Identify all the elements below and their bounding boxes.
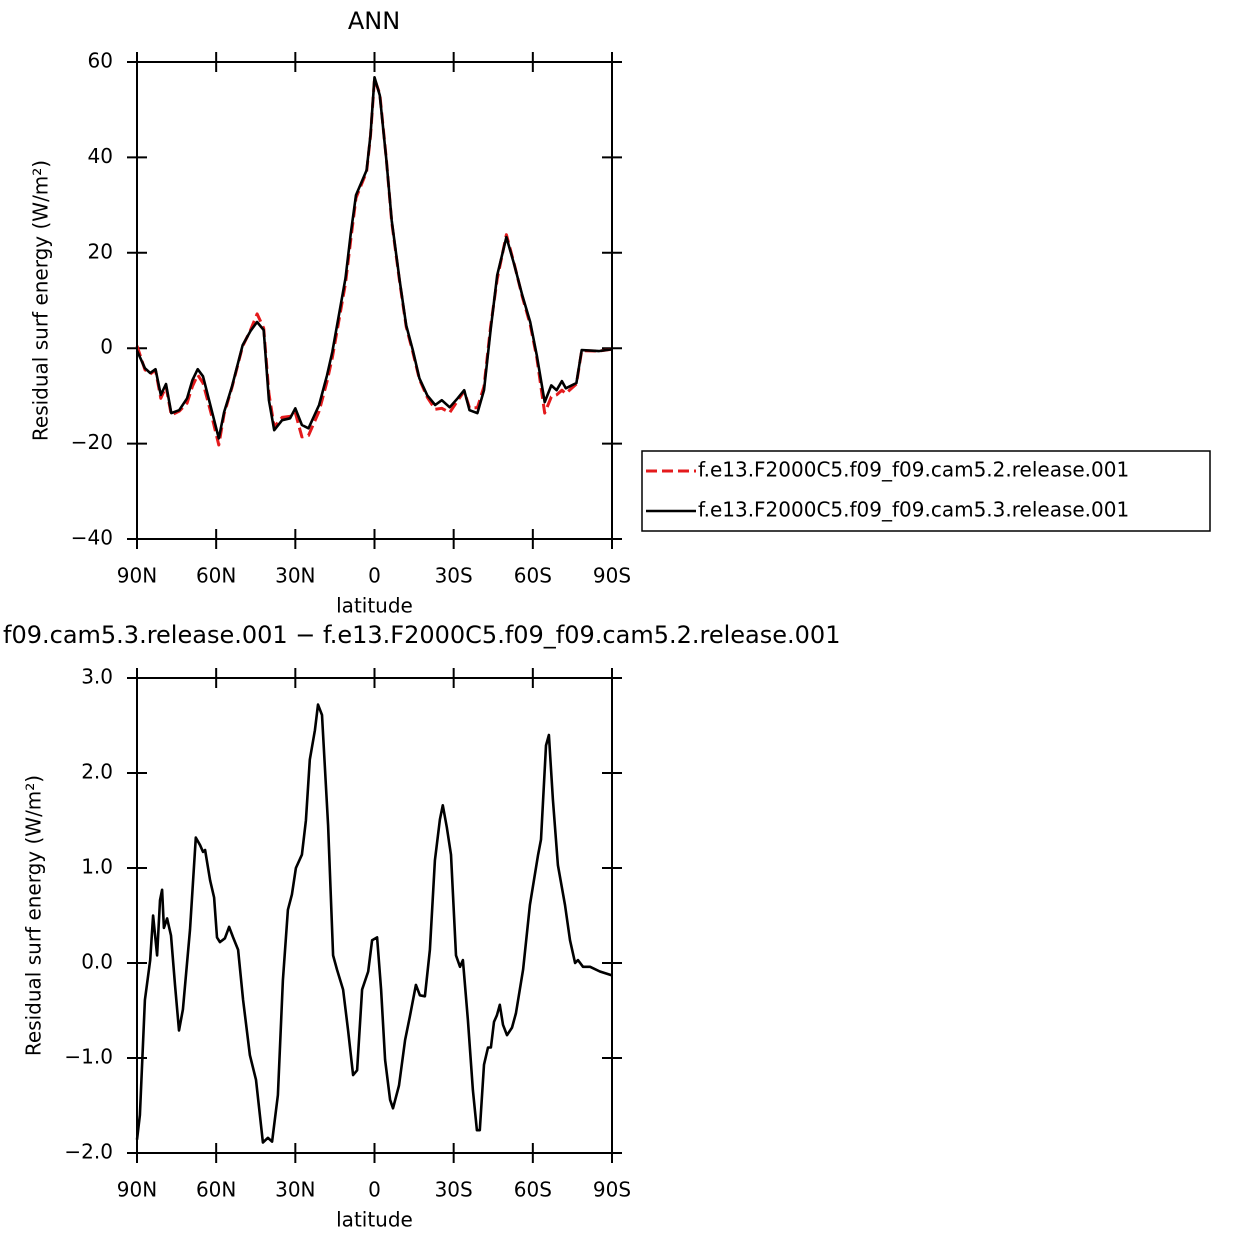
x-axis-label: latitude bbox=[336, 594, 413, 618]
y-tick-label: 2.0 bbox=[81, 760, 113, 784]
x-tick-label: 60N bbox=[196, 1178, 236, 1202]
plot-frame bbox=[136, 677, 613, 1154]
chart-title: f09.cam5.3.release.001 − f.e13.F2000C5.f… bbox=[3, 621, 840, 649]
x-tick-label: 0 bbox=[368, 1178, 381, 1202]
x-tick-label: 30N bbox=[275, 1178, 315, 1202]
x-tick-label: 90S bbox=[593, 564, 631, 588]
plot-frame bbox=[136, 61, 613, 540]
x-tick-label: 60S bbox=[514, 564, 552, 588]
y-tick-label: 0.0 bbox=[81, 950, 113, 974]
x-tick-label: 30N bbox=[275, 564, 315, 588]
chart-title: ANN bbox=[348, 7, 400, 35]
y-tick-label: −1.0 bbox=[64, 1045, 113, 1069]
y-tick-label: 40 bbox=[88, 144, 113, 168]
legend-box bbox=[641, 450, 1211, 532]
y-tick-label: 60 bbox=[88, 49, 113, 73]
data-line bbox=[135, 76, 613, 440]
x-tick-label: 0 bbox=[368, 564, 381, 588]
legend-label: f.e13.F2000C5.f09_f09.cam5.3.release.001 bbox=[698, 498, 1129, 522]
data-line bbox=[135, 703, 613, 1144]
legend-label: f.e13.F2000C5.f09_f09.cam5.2.release.001 bbox=[698, 458, 1129, 482]
y-tick-label: 0 bbox=[100, 335, 113, 359]
x-tick-label: 90S bbox=[593, 1178, 631, 1202]
y-axis-label: Residual surf energy (W/m²) bbox=[22, 775, 46, 1056]
y-tick-label: 1.0 bbox=[81, 855, 113, 879]
y-tick-label: −2.0 bbox=[64, 1140, 113, 1164]
x-axis-label: latitude bbox=[336, 1208, 413, 1232]
data-line bbox=[135, 77, 613, 447]
x-tick-label: 60N bbox=[196, 564, 236, 588]
x-tick-label: 30S bbox=[435, 1178, 473, 1202]
x-tick-label: 90N bbox=[117, 1178, 157, 1202]
y-tick-label: 20 bbox=[88, 239, 113, 263]
y-axis-label: Residual surf energy (W/m²) bbox=[29, 160, 53, 441]
y-tick-label: −20 bbox=[71, 430, 113, 454]
x-tick-label: 60S bbox=[514, 1178, 552, 1202]
x-tick-label: 30S bbox=[435, 564, 473, 588]
x-tick-label: 90N bbox=[117, 564, 157, 588]
y-tick-label: 3.0 bbox=[81, 665, 113, 689]
y-tick-label: −40 bbox=[71, 526, 113, 550]
